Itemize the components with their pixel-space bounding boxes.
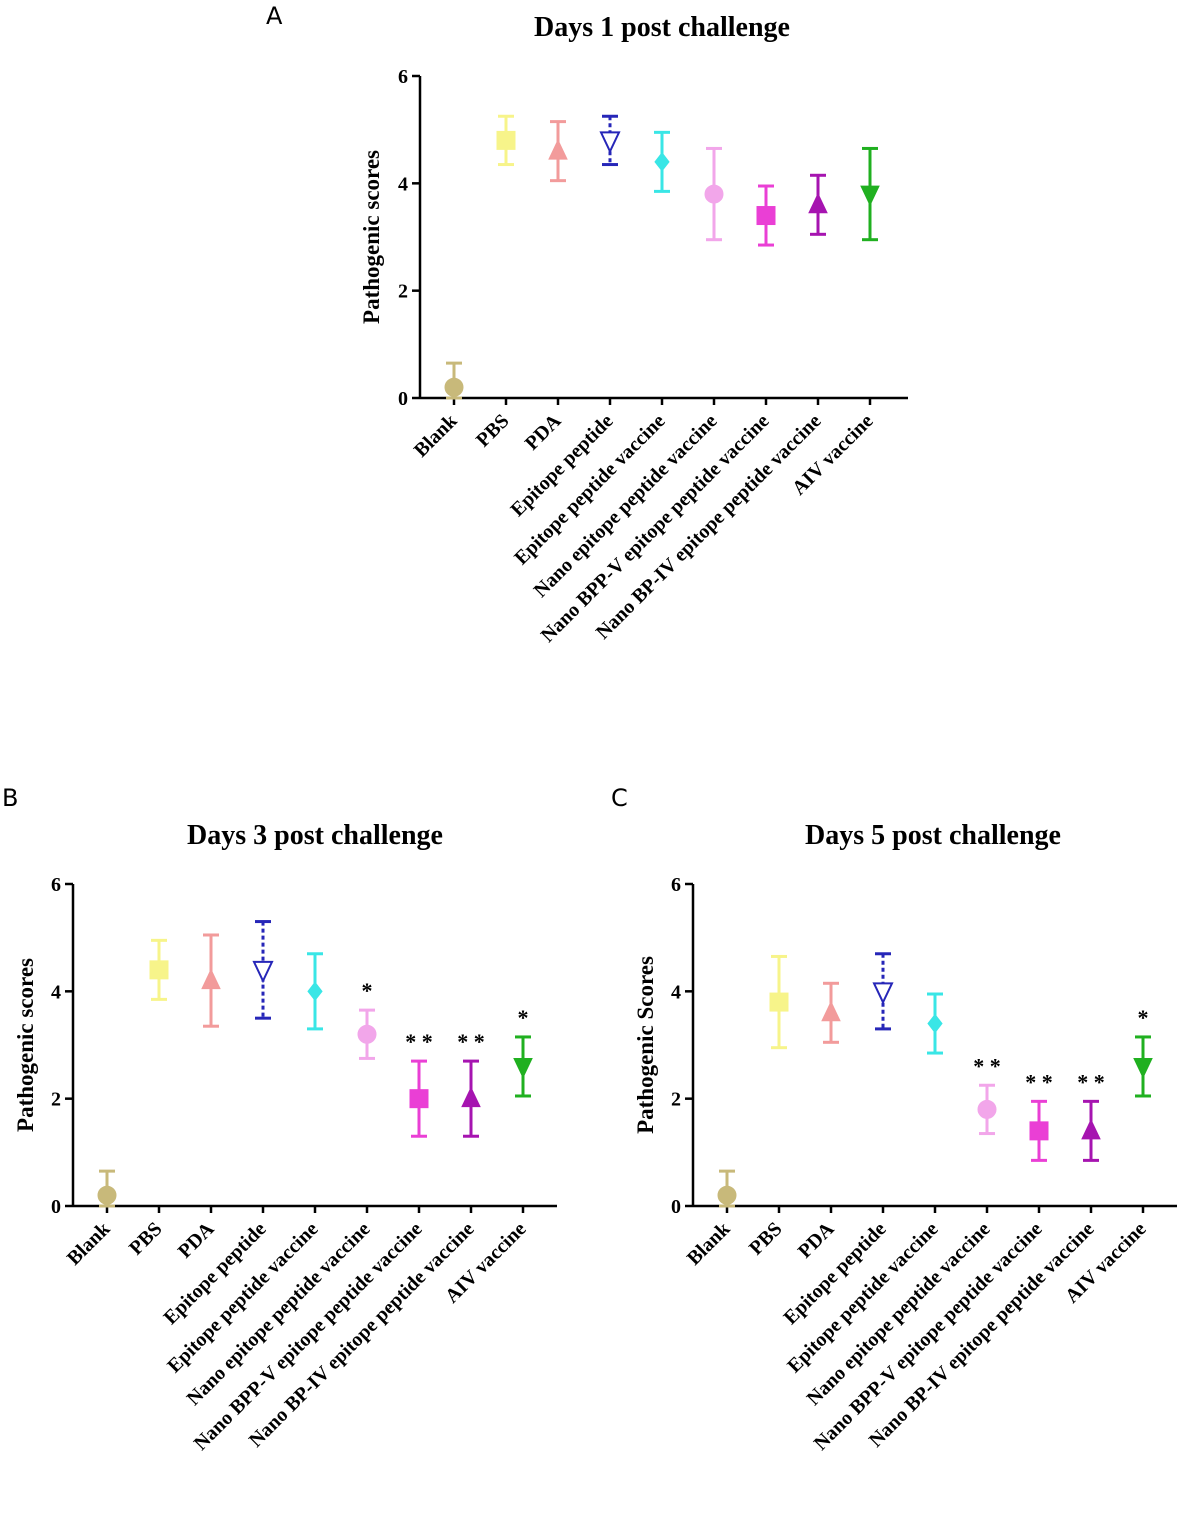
significance-marker: * *: [1025, 1069, 1053, 1094]
x-tick-label: PDA: [521, 410, 566, 455]
data-point: [769, 992, 789, 1012]
y-tick-label: 4: [51, 981, 61, 1003]
y-tick-label: 2: [671, 1089, 681, 1111]
data-point: [149, 960, 169, 980]
data-point: [704, 184, 724, 204]
panel-label: C: [611, 784, 628, 812]
x-tick-label: Blank: [63, 1217, 115, 1269]
significance-marker: *: [518, 1005, 529, 1030]
significance-marker: * *: [457, 1029, 485, 1054]
x-tick-label: PDA: [794, 1218, 839, 1263]
significance-marker: * *: [405, 1029, 433, 1054]
data-point: [548, 138, 568, 160]
x-tick-label: Blank: [683, 1217, 735, 1269]
data-point: [654, 152, 670, 172]
chart-title: Days 3 post challenge: [187, 820, 443, 851]
data-point: [97, 1185, 117, 1205]
x-tick-label: Blank: [410, 409, 462, 461]
y-tick-label: 4: [671, 981, 681, 1003]
y-tick-label: 6: [671, 874, 681, 896]
data-point: [599, 131, 621, 154]
significance-marker: *: [1138, 1005, 1149, 1030]
panel-label: A: [266, 2, 283, 30]
y-tick-label: 2: [398, 281, 408, 303]
y-tick-label: 6: [398, 66, 408, 88]
significance-marker: * *: [973, 1053, 1001, 1078]
data-point: [1029, 1121, 1049, 1141]
x-tick-label: PBS: [472, 410, 513, 451]
y-axis-label: Pathogenic scores: [13, 958, 38, 1132]
data-point: [496, 130, 516, 150]
x-tick-label: PBS: [745, 1218, 786, 1259]
panel-b: B Days 3 post challenge Pathogenic score…: [2, 784, 557, 1455]
data-point: [717, 1185, 737, 1205]
y-tick-label: 0: [671, 1196, 681, 1218]
data-point: [756, 206, 776, 226]
data-point: [513, 1057, 533, 1079]
x-tick-label: PDA: [174, 1218, 219, 1263]
data-point: [357, 1024, 377, 1044]
data-point: [808, 192, 828, 214]
data-point: [409, 1089, 429, 1109]
data-point: [307, 981, 323, 1002]
data-point: [977, 1099, 997, 1119]
data-point: [927, 1013, 943, 1034]
y-tick-label: 6: [51, 874, 61, 896]
significance-marker: *: [362, 978, 373, 1003]
data-point: [1081, 1118, 1101, 1140]
data-point: [1133, 1057, 1153, 1079]
y-axis-label: Pathogenic Scores: [633, 956, 658, 1134]
y-tick-label: 0: [51, 1196, 61, 1218]
y-tick-label: 2: [51, 1089, 61, 1111]
x-tick-label: PBS: [125, 1218, 166, 1259]
data-point: [201, 968, 221, 990]
chart-title: Days 5 post challenge: [805, 820, 1061, 851]
significance-marker: * *: [1077, 1069, 1105, 1094]
data-point: [461, 1086, 481, 1108]
data-point: [821, 1000, 841, 1022]
data-point: [872, 982, 894, 1005]
panel-label: B: [2, 784, 18, 812]
y-axis-label: Pathogenic scores: [359, 150, 384, 324]
y-tick-label: 0: [398, 388, 408, 410]
chart-title: Days 1 post challenge: [534, 12, 790, 43]
panel-a: A Days 1 post challenge Pathogenic score…: [266, 2, 908, 647]
y-tick-label: 4: [398, 173, 408, 195]
panel-c: C Days 5 post challenge Pathogenic Score…: [611, 784, 1177, 1455]
data-point: [444, 377, 464, 397]
data-point: [860, 185, 880, 207]
data-point: [252, 960, 274, 984]
